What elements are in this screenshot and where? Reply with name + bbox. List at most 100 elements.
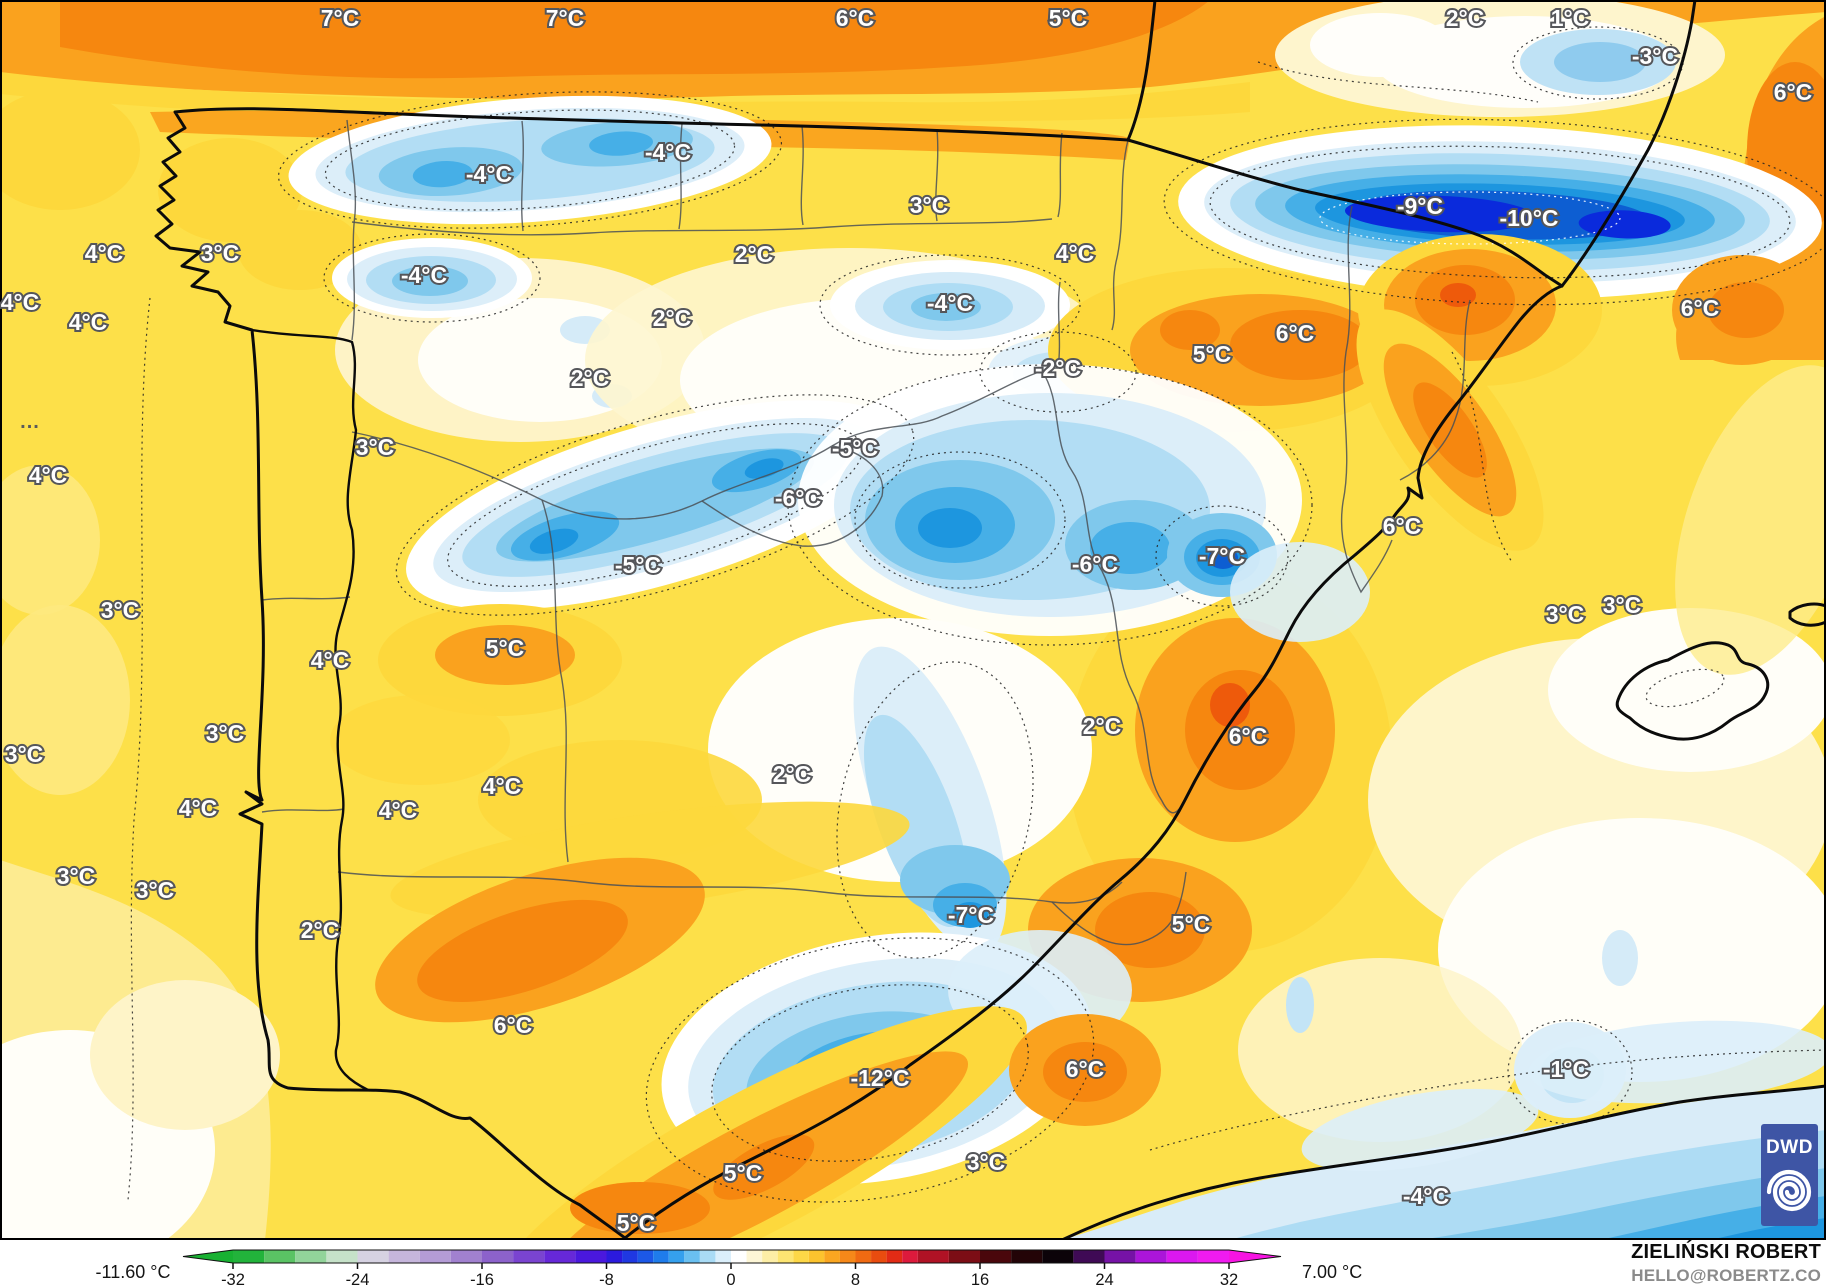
colorbar-tick-label: 8 (851, 1271, 860, 1287)
colorbar-segment (482, 1250, 514, 1263)
temp-label: 5°C (617, 1210, 656, 1236)
temp-label: 5°C (724, 1160, 763, 1186)
temp-label: 4°C (1056, 240, 1095, 266)
colorbar-tick-label: -16 (470, 1271, 494, 1287)
temp-label: 4°C (379, 797, 418, 823)
colorbar-segment (808, 1250, 825, 1263)
temp-label: 6°C (1066, 1056, 1105, 1082)
dwd-spiral-icon (1766, 1169, 1812, 1212)
colorbar-segment (264, 1250, 296, 1263)
colorbar-segment (948, 1250, 980, 1263)
colorbar-segment (637, 1250, 654, 1263)
colorbar-tick-label: -8 (599, 1271, 614, 1287)
temp-label: 2°C (735, 241, 774, 267)
temp-label: 3°C (101, 597, 140, 623)
temp-label: 3°C (136, 877, 175, 903)
colorbar-arrow-right (1229, 1250, 1281, 1263)
colorbar-segment (653, 1250, 669, 1263)
colorbar-segment (668, 1250, 685, 1263)
colorbar-segment (326, 1250, 358, 1263)
temp-label: 5°C (1049, 5, 1088, 31)
dwd-logo-text: DWD (1766, 1137, 1813, 1158)
temp-label: 6°C (494, 1012, 533, 1038)
colorbar-tick-label: 24 (1095, 1271, 1113, 1287)
temp-label: 6°C (1774, 79, 1813, 105)
colorbar-segment (513, 1250, 545, 1263)
temp-label: 2°C (571, 365, 610, 391)
temp-label: 1°C (1551, 5, 1590, 31)
colorbar-tick-label: -24 (346, 1271, 370, 1287)
temp-label: -4°C (466, 161, 512, 187)
colorbar-segment (450, 1250, 482, 1263)
colorbar-segment (606, 1250, 623, 1263)
colorbar-segment (1197, 1250, 1229, 1263)
colorbar: -32 -24 -16 -8 0 8 16 24 32 (182, 1249, 1282, 1287)
temp-label: 6°C (1229, 723, 1268, 749)
temperature-labels: 7°C 7°C 6°C 5°C 2°C 1°C -3°C 6°C -4°C -4°C -4°C 4°C… (0, 3, 1814, 1238)
temp-label: -4°C (927, 290, 973, 316)
temp-label: 2°C (301, 917, 340, 943)
temp-label: 6°C (1276, 320, 1315, 346)
temp-label: 4°C (311, 647, 350, 673)
colorbar-segment (715, 1250, 731, 1263)
temp-label: 5°C (1172, 911, 1211, 937)
colorbar-segment (544, 1250, 576, 1263)
colorbar-segment (902, 1250, 918, 1263)
temp-label: -9°C (1397, 193, 1443, 219)
temp-label: 2°C (1083, 713, 1122, 739)
colorbar-segment (357, 1250, 389, 1263)
colorbar-segment (731, 1250, 747, 1263)
colorbar-segment (746, 1250, 763, 1263)
temp-label: 3°C (201, 240, 240, 266)
temp-label: 5°C (486, 635, 525, 661)
colorbar-tick-label: 16 (971, 1271, 989, 1287)
colorbar-segment (419, 1250, 451, 1263)
colorbar-segment (622, 1250, 638, 1263)
colorbar-tick-label: -32 (221, 1271, 245, 1287)
colorbar-segment (1166, 1250, 1198, 1263)
temp-label: -3°C (1632, 43, 1678, 69)
temp-label: -4°C (401, 262, 447, 288)
temp-label: 2°C (773, 761, 812, 787)
temp-label: 3°C (206, 720, 245, 746)
attribution-email: HELLO@ROBERTZ.CO (1631, 1266, 1821, 1285)
temp-label: 7°C (546, 5, 585, 31)
temp-label: 6°C (1383, 513, 1422, 539)
temp-label: 2°C (653, 305, 692, 331)
colorbar-segment (980, 1250, 1012, 1263)
colorbar-max-value: 7.00 °C (1302, 1262, 1362, 1282)
temp-label: 4°C (85, 240, 124, 266)
colorbar-segment (824, 1250, 840, 1263)
colorbar-segment (295, 1250, 327, 1263)
colorbar-segment (1135, 1250, 1167, 1263)
attribution-name: ZIELIŃSKI ROBERT (1631, 1240, 1821, 1263)
colorbar-segment (1011, 1250, 1043, 1263)
colorbar-segment (233, 1250, 265, 1263)
colorbar-segment (762, 1250, 778, 1263)
colorbar-tick-label: 0 (726, 1271, 735, 1287)
temp-label: 3°C (356, 434, 395, 460)
temp-label: -6°C (1072, 551, 1118, 577)
temp-label: 2°C (1446, 5, 1485, 31)
temp-label: -7°C (948, 902, 994, 928)
temp-label: 4°C (1, 289, 40, 315)
temp-label: -12°C (850, 1065, 909, 1091)
temp-label: -5°C (615, 552, 661, 578)
temp-label: 4°C (483, 773, 522, 799)
temp-label: 6°C (836, 5, 875, 31)
temp-label: 3°C (57, 863, 96, 889)
colorbar-segment (1042, 1250, 1074, 1263)
temp-label: 4°C (29, 462, 68, 488)
colorbar-segment (388, 1250, 420, 1263)
colorbar-segment (1073, 1250, 1105, 1263)
temp-label: 6°C (1681, 295, 1720, 321)
temp-label: 4°C (179, 795, 218, 821)
temp-label: 3°C (967, 1149, 1006, 1175)
colorbar-segment (684, 1250, 700, 1263)
temp-label: -7°C (1199, 543, 1245, 569)
colorbar-segment (917, 1250, 949, 1263)
temp-label: 7°C (321, 5, 360, 31)
colorbar-segment (871, 1250, 887, 1263)
